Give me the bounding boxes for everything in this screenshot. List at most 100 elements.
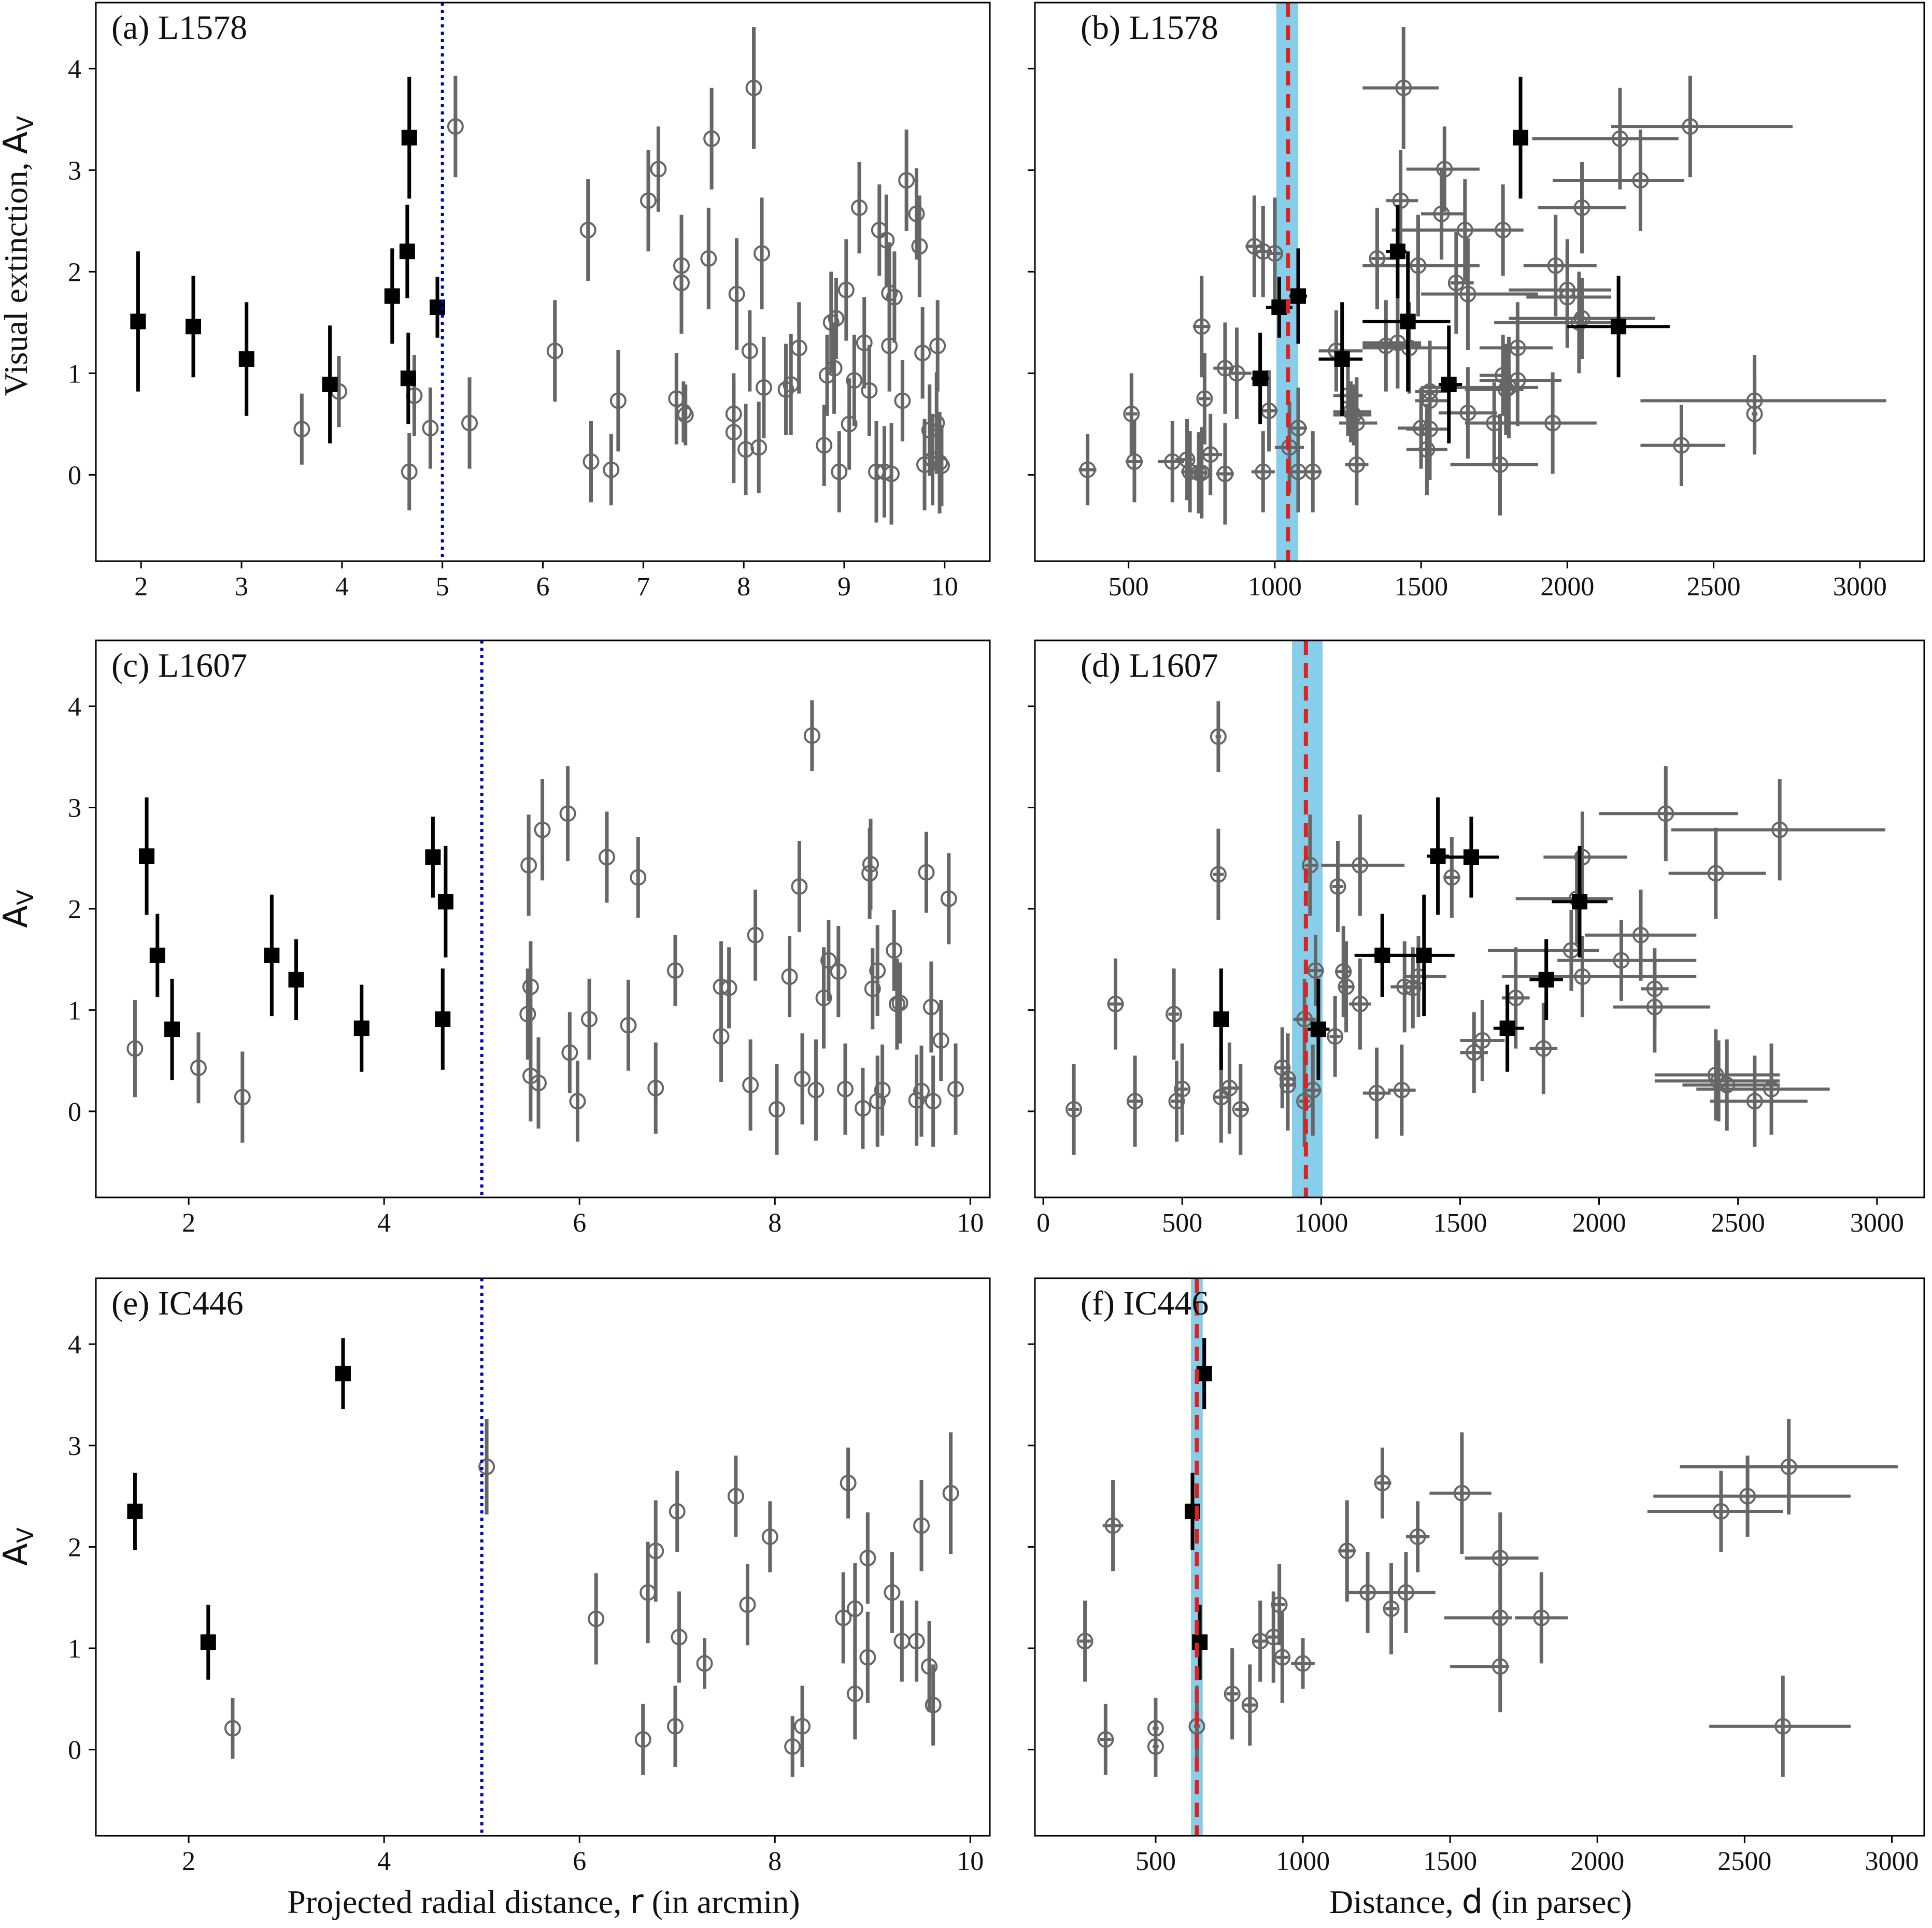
circle-marker	[1339, 1543, 1356, 1560]
data-point	[836, 1043, 854, 1135]
data-point	[1460, 1012, 1488, 1093]
circle-marker	[913, 1082, 930, 1099]
data-point	[447, 76, 464, 178]
data-point	[1210, 829, 1227, 920]
circle-marker	[908, 205, 925, 222]
circle-marker	[1374, 1475, 1391, 1492]
circle-marker	[1459, 404, 1476, 421]
data-point	[186, 276, 202, 378]
data-point	[1404, 947, 1422, 1029]
circle-marker	[837, 281, 855, 298]
circle-marker	[447, 118, 464, 135]
circle-marker	[1574, 968, 1591, 985]
circle-marker	[745, 79, 762, 96]
circle-marker	[519, 1006, 536, 1023]
data-point	[831, 431, 848, 512]
data-point	[1613, 961, 1711, 1053]
data-point	[696, 1638, 713, 1689]
x-tick-label: 1000	[1276, 1847, 1330, 1876]
circle-marker	[634, 1731, 651, 1748]
circle-marker	[1383, 1600, 1400, 1617]
circle-marker	[522, 978, 539, 995]
circle-marker	[1771, 821, 1788, 838]
circle-marker	[1377, 337, 1395, 354]
data-point	[530, 1037, 547, 1129]
circle-marker	[534, 821, 551, 838]
circle-marker	[891, 994, 908, 1011]
data-point	[1252, 1601, 1269, 1682]
x-tick-label: 10	[957, 1208, 984, 1238]
data-point	[1327, 996, 1344, 1077]
data-point	[1532, 88, 1679, 190]
circle-marker	[603, 461, 620, 478]
circle-marker	[859, 1549, 876, 1566]
data-point	[884, 1552, 901, 1633]
circle-marker	[869, 962, 886, 979]
data-point	[886, 909, 903, 991]
data-point	[1599, 766, 1738, 862]
data-point	[893, 1601, 911, 1682]
data-point	[1465, 184, 1524, 276]
data-point	[1192, 1604, 1208, 1680]
circle-marker	[1397, 1584, 1414, 1601]
data-point	[1529, 939, 1563, 1020]
data-point	[1147, 1716, 1164, 1777]
circle-marker	[841, 416, 858, 433]
circle-marker	[1466, 1044, 1483, 1061]
circle-marker	[1392, 192, 1409, 209]
circle-marker	[1147, 1738, 1164, 1755]
data-point	[881, 300, 898, 392]
data-point	[1329, 841, 1346, 932]
circle-marker	[925, 1696, 942, 1713]
circle-marker	[1295, 1655, 1312, 1672]
y-tick-label: 4	[68, 1330, 81, 1360]
circle-marker	[1213, 1089, 1230, 1106]
data-point	[1078, 434, 1097, 506]
circle-marker	[777, 381, 794, 398]
data-point	[737, 404, 755, 495]
circle-marker	[894, 392, 911, 409]
data-point	[1348, 958, 1371, 1050]
square-marker	[1499, 1020, 1515, 1036]
square-marker	[149, 947, 165, 963]
circle-marker	[703, 130, 720, 147]
circle-marker	[874, 1081, 891, 1098]
y-tick-label: 3	[68, 156, 81, 185]
circle-marker	[856, 334, 873, 351]
x-tick-label: 0	[1036, 1208, 1050, 1238]
x-tick-label: 8	[768, 1208, 782, 1238]
square-marker	[200, 1634, 216, 1650]
square-marker	[1441, 376, 1457, 392]
data-point	[1192, 276, 1211, 378]
data-point	[1274, 1611, 1291, 1703]
circle-marker	[1123, 405, 1140, 422]
data-point	[1388, 1044, 1416, 1136]
circle-marker	[1126, 453, 1143, 470]
circle-marker	[234, 1089, 251, 1106]
data-point	[401, 433, 418, 510]
circle-marker	[1459, 285, 1476, 303]
data-point	[840, 1447, 857, 1519]
circle-marker	[931, 454, 948, 471]
circle-marker	[747, 926, 764, 944]
x-tick-label: 6	[536, 572, 550, 602]
circle-marker	[831, 463, 848, 480]
y-tick-label: 2	[68, 258, 81, 287]
x-tick-label: 500	[1162, 1208, 1202, 1238]
circle-marker	[816, 437, 833, 454]
circle-marker	[1746, 405, 1763, 422]
circle-marker	[1104, 1517, 1121, 1534]
circle-marker	[1632, 926, 1650, 944]
x-tick-label: 1000	[1248, 572, 1302, 602]
data-point	[581, 978, 598, 1060]
data-point	[921, 1621, 938, 1712]
circle-marker	[293, 421, 310, 438]
square-marker	[139, 848, 155, 864]
series-outside	[293, 27, 950, 525]
data-point	[1221, 1042, 1241, 1134]
circle-marker	[727, 1488, 744, 1505]
data-point	[1196, 1338, 1212, 1409]
circle-marker	[1544, 415, 1561, 432]
data-point	[794, 1033, 811, 1125]
data-point	[579, 179, 596, 281]
